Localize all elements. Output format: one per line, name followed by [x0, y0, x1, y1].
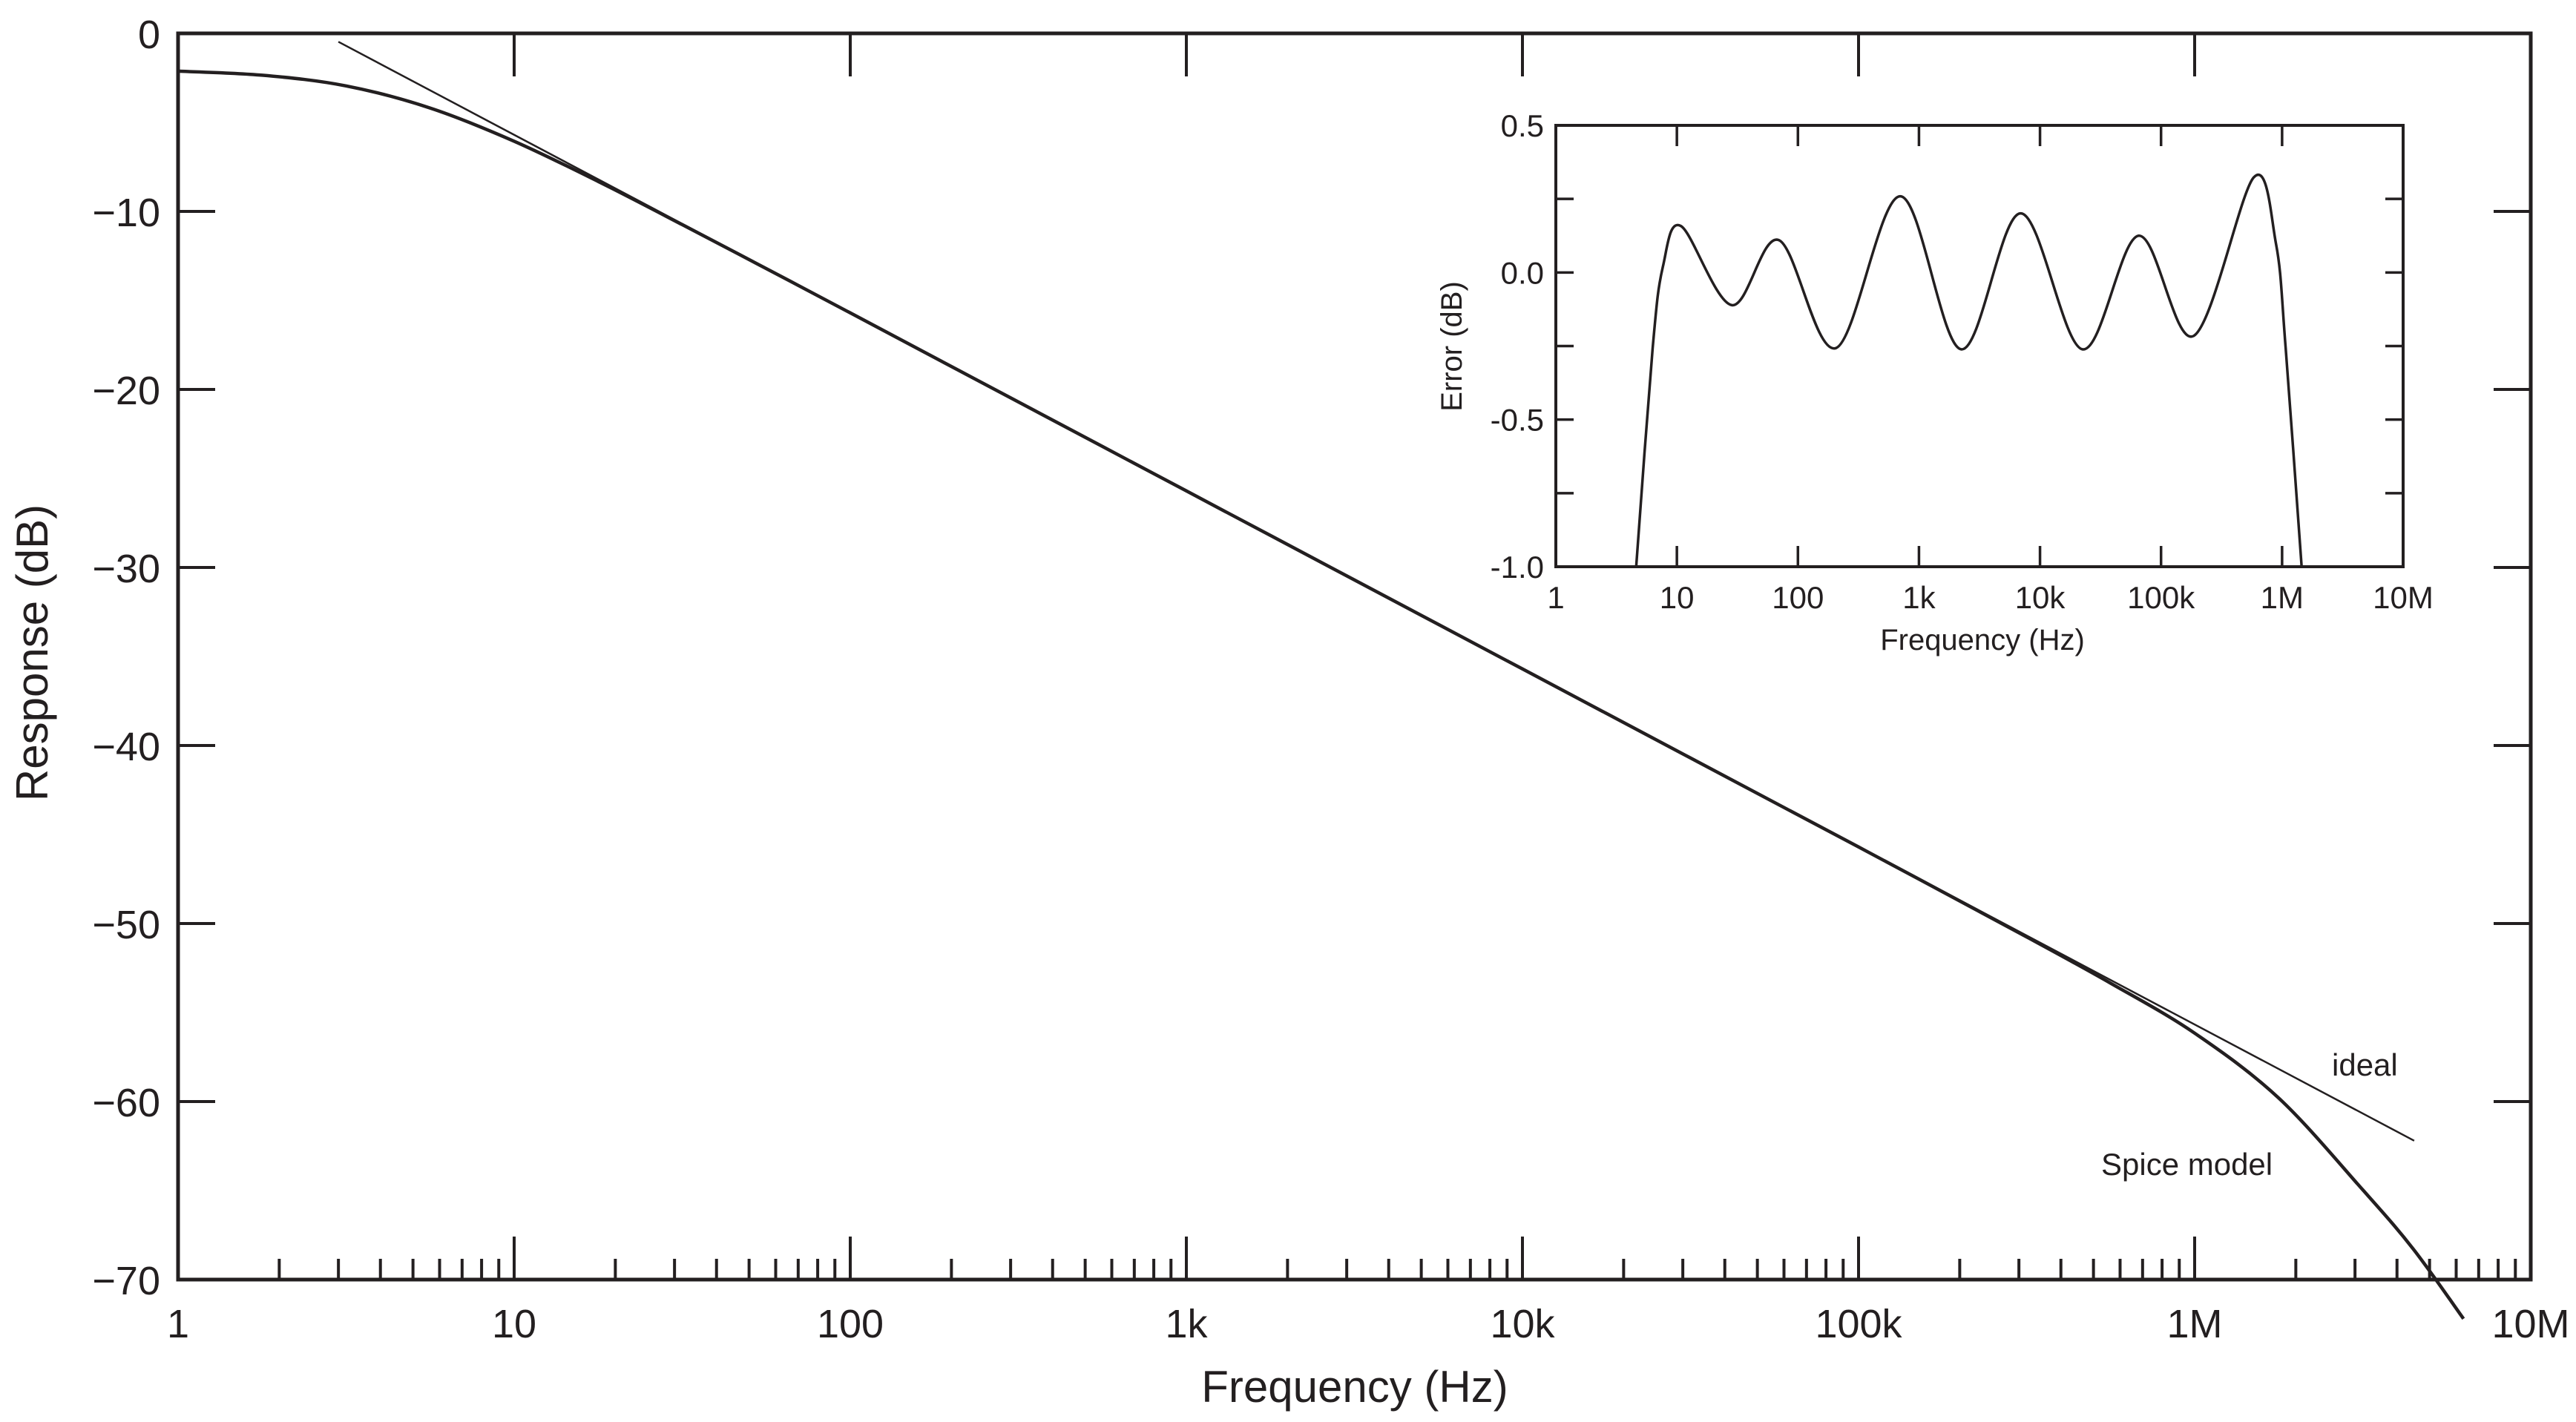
main-x-tick-label: 1 — [167, 1302, 189, 1346]
main-x-tick-label: 1M — [2166, 1302, 2222, 1346]
main-x-tick-label: 1k — [1165, 1302, 1208, 1346]
inset-x-tick-label: 10k — [2015, 580, 2066, 615]
main-series-spice-model — [177, 69, 2465, 1320]
inset-x-tick-label: 100k — [2127, 580, 2195, 615]
inset-x-tick-label: 10 — [1660, 580, 1695, 615]
spice-series-label: Spice model — [2101, 1147, 2273, 1182]
main-y-tick-label: −50 — [92, 903, 160, 947]
main-y-tick-label: −10 — [92, 191, 160, 235]
inset-y-axis-title: Error (dB) — [1436, 281, 1468, 412]
main-y-tick-label: −20 — [92, 369, 160, 413]
main-plot-frame — [176, 31, 2533, 1282]
inset-x-tick-label: 1 — [1547, 580, 1564, 615]
ideal-series-label: ideal — [2332, 1047, 2398, 1082]
inset-x-tick-label: 1k — [1902, 580, 1936, 615]
inset-x-axis-title: Frequency (Hz) — [1880, 624, 2085, 656]
error-inset-plot: 1 10 100 1k 10k 100k 1M 10M 0.5 0.0 -0.5 -1.0 — [1491, 108, 2434, 615]
main-x-tick-label: 10k — [1490, 1302, 1555, 1346]
inset-y-tick-label: -0.5 — [1491, 403, 1544, 438]
inset-x-tick-label: 1M — [2261, 580, 2304, 615]
main-x-tick-label: 100k — [1815, 1302, 1902, 1346]
inset-plot-frame — [1554, 124, 2405, 568]
main-x-tick-label: 100 — [817, 1302, 884, 1346]
inset-y-tick-label: 0.0 — [1501, 255, 1544, 290]
main-y-tick-label: −30 — [92, 547, 160, 591]
inset-y-tick-label: -1.0 — [1491, 550, 1544, 585]
inset-series-error — [1634, 174, 2303, 567]
main-y-tick-label: −60 — [92, 1081, 160, 1125]
inset-y-tick-label: 0.5 — [1501, 108, 1544, 143]
inset-x-tick-label: 100 — [1772, 580, 1824, 615]
main-x-tick-label: 10 — [492, 1302, 536, 1346]
inset-x-tick-label: 10M — [2373, 580, 2434, 615]
main-y-tick-label: −40 — [92, 725, 160, 769]
main-y-tick-label: 0 — [138, 13, 160, 57]
main-x-tick-label: 10M — [2491, 1302, 2569, 1346]
main-y-tick-label: −70 — [92, 1259, 160, 1303]
main-x-axis-title: Frequency (Hz) — [1201, 1362, 1508, 1412]
main-y-axis-title: Response (dB) — [7, 504, 57, 801]
main-plot: 1 10 100 1k 10k 100k 1M 10M 0 −10 −20 −30 −40 −50 −60 −… — [92, 13, 2569, 1346]
